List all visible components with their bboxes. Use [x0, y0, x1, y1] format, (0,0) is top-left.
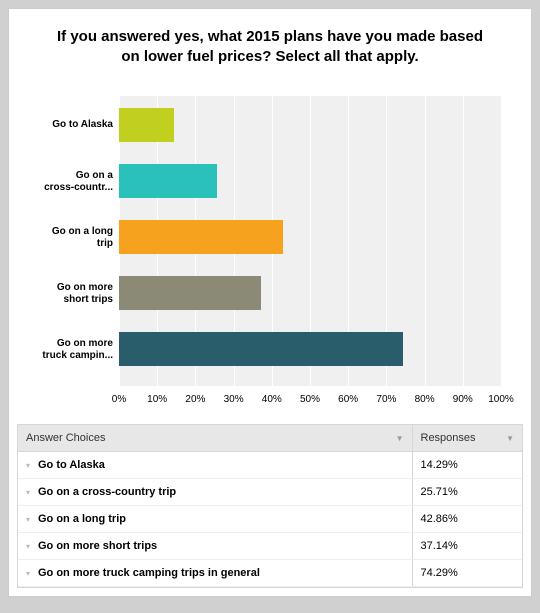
bar-label: Go to Alaska [29, 119, 113, 131]
bar-chart: Go to AlaskaGo on across-countr...Go on … [29, 86, 511, 416]
gridline [463, 96, 464, 386]
x-tick-label: 50% [300, 394, 320, 405]
results-table: Answer Choices ▼ Responses ▼ ▾Go to Alas… [17, 424, 523, 588]
x-tick-label: 60% [338, 394, 358, 405]
cell-response: 14.29% [412, 451, 522, 478]
gridline [501, 96, 502, 386]
bar [119, 108, 174, 142]
bar [119, 276, 261, 310]
x-tick-label: 40% [262, 394, 282, 405]
cell-response: 74.29% [412, 559, 522, 586]
bar-row: Go on moretruck campin... [119, 332, 403, 366]
gridline [425, 96, 426, 386]
bar-label: Go on across-countr... [29, 170, 113, 194]
x-tick-label: 80% [415, 394, 435, 405]
choice-text: Go on a long trip [38, 513, 126, 525]
cell-choice: ▾Go on a cross-country trip [18, 478, 412, 505]
choice-text: Go on a cross-country trip [38, 486, 176, 498]
cell-response: 42.86% [412, 505, 522, 532]
bar-label: Go on moretruck campin... [29, 338, 113, 362]
cell-choice: ▾Go to Alaska [18, 451, 412, 478]
choice-text: Go to Alaska [38, 459, 105, 471]
col-header-label: Responses [421, 432, 476, 444]
table-row: ▾Go on more truck camping trips in gener… [18, 559, 522, 586]
bar [119, 164, 217, 198]
bar-row: Go on moreshort trips [119, 276, 261, 310]
col-header-choices[interactable]: Answer Choices ▼ [18, 425, 412, 452]
col-header-label: Answer Choices [26, 432, 105, 444]
bar-label: Go on moreshort trips [29, 282, 113, 306]
cell-response: 25.71% [412, 478, 522, 505]
sort-caret-icon: ▼ [506, 434, 514, 443]
table-row: ▾Go on a cross-country trip25.71% [18, 478, 522, 505]
table-row: ▾Go to Alaska14.29% [18, 451, 522, 478]
x-axis: 0%10%20%30%40%50%60%70%80%90%100% [119, 388, 501, 416]
x-tick-label: 0% [112, 394, 126, 405]
table-body: ▾Go to Alaska14.29%▾Go on a cross-countr… [18, 451, 522, 586]
x-tick-label: 90% [453, 394, 473, 405]
x-tick-label: 70% [376, 394, 396, 405]
chart-title: If you answered yes, what 2015 plans hav… [9, 9, 531, 76]
x-tick-label: 30% [224, 394, 244, 405]
bar-label: Go on a longtrip [29, 226, 113, 250]
bar [119, 220, 283, 254]
expand-caret-icon[interactable]: ▾ [26, 542, 38, 551]
cell-choice: ▾Go on more short trips [18, 532, 412, 559]
expand-caret-icon[interactable]: ▾ [26, 569, 38, 578]
survey-panel: If you answered yes, what 2015 plans hav… [8, 8, 532, 597]
choice-text: Go on more short trips [38, 540, 157, 552]
bar-row: Go on across-countr... [119, 164, 217, 198]
expand-caret-icon[interactable]: ▾ [26, 515, 38, 524]
bar-row: Go on a longtrip [119, 220, 283, 254]
x-tick-label: 10% [147, 394, 167, 405]
table-row: ▾Go on a long trip42.86% [18, 505, 522, 532]
table-row: ▾Go on more short trips37.14% [18, 532, 522, 559]
x-tick-label: 20% [185, 394, 205, 405]
cell-choice: ▾Go on more truck camping trips in gener… [18, 559, 412, 586]
cell-response: 37.14% [412, 532, 522, 559]
bar-row: Go to Alaska [119, 108, 174, 142]
col-header-responses[interactable]: Responses ▼ [412, 425, 522, 452]
expand-caret-icon[interactable]: ▾ [26, 488, 38, 497]
sort-caret-icon: ▼ [396, 434, 404, 443]
choice-text: Go on more truck camping trips in genera… [38, 567, 260, 579]
expand-caret-icon[interactable]: ▾ [26, 461, 38, 470]
bar [119, 332, 403, 366]
x-tick-label: 100% [488, 394, 514, 405]
cell-choice: ▾Go on a long trip [18, 505, 412, 532]
plot-area: Go to Alaska Go on across-countr... Go on … [119, 96, 501, 386]
